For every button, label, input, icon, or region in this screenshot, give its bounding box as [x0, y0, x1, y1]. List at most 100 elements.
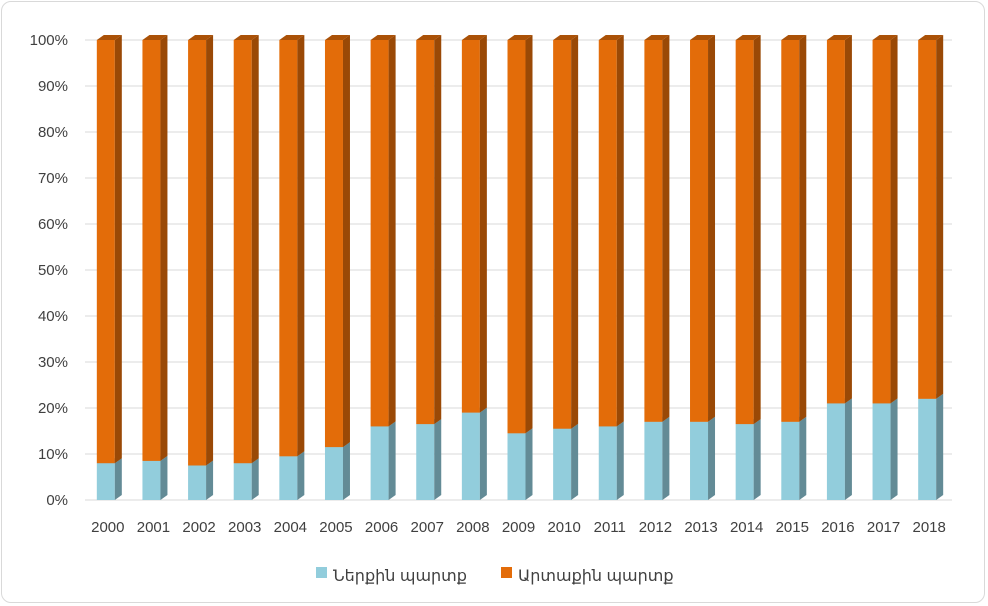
x-tick-label: 2010: [547, 519, 580, 536]
bar-segment: [872, 40, 891, 404]
bar-stack: [324, 35, 350, 500]
bar-segment: [644, 421, 663, 500]
x-axis-ticks: 2000 2001 2002 2003 2004 2005 2006 2007 2008 2009…: [91, 519, 946, 536]
bar-segment: [324, 40, 343, 448]
x-tick-label: 2011: [594, 519, 626, 536]
bar-segment: [507, 433, 526, 500]
bar-stack: [416, 35, 442, 500]
bar-side: [708, 35, 716, 422]
bar-stack: [690, 35, 716, 500]
bar-side: [525, 428, 533, 500]
bar-segment: [735, 40, 754, 425]
bar-top: [96, 35, 122, 40]
x-tick-label: 2012: [639, 519, 672, 536]
bar-side: [342, 35, 350, 448]
y-tick-label: 70%: [38, 170, 68, 187]
bar-segment: [279, 40, 298, 457]
bar-stack: [598, 35, 624, 500]
bar-side: [936, 393, 944, 500]
bar-side: [479, 407, 487, 500]
bar-side: [160, 35, 168, 461]
bar-stack: [142, 35, 168, 500]
bar-side: [753, 35, 761, 425]
bar-segment: [553, 428, 572, 500]
bar-side: [160, 455, 168, 500]
bar-segment: [96, 40, 115, 464]
bar-stack: [735, 35, 761, 500]
bar-side: [616, 35, 624, 427]
bar-stack: [781, 35, 807, 500]
bar-segment: [781, 40, 800, 422]
bar-segment: [370, 426, 389, 500]
y-tick-label: 100%: [30, 32, 68, 49]
bar-side: [662, 416, 670, 500]
x-tick-label: 2009: [502, 519, 535, 536]
bar-segment: [370, 40, 389, 427]
bar-top: [918, 35, 944, 40]
bar-side: [708, 416, 716, 500]
y-tick-label: 60%: [38, 216, 68, 233]
bar-segment: [690, 40, 709, 422]
bar-segment: [233, 463, 252, 500]
bar-segment: [279, 456, 298, 500]
bar-top: [598, 35, 624, 40]
legend-label-domestic: Ներքին պարտք: [333, 568, 467, 585]
bar-segment: [188, 465, 207, 500]
bar-top: [324, 35, 350, 40]
x-tick-label: 2004: [274, 519, 307, 536]
bar-stack: [96, 35, 122, 500]
x-tick-label: 2018: [912, 519, 945, 536]
bar-segment: [735, 424, 754, 500]
x-tick-label: 2014: [730, 519, 763, 536]
bar-segment: [416, 424, 435, 500]
bar-segment: [324, 447, 343, 500]
bar-side: [342, 442, 350, 500]
legend: Ներքին պարտք Արտաքին պարտք: [316, 567, 674, 585]
bar-side: [799, 416, 807, 500]
bar-top: [644, 35, 670, 40]
y-tick-label: 10%: [38, 446, 68, 463]
bar-segment: [690, 421, 709, 500]
x-tick-label: 2003: [228, 519, 261, 536]
bar-top: [370, 35, 396, 40]
bar-side: [297, 35, 305, 457]
x-tick-label: 2006: [365, 519, 398, 536]
bar-side: [251, 35, 259, 464]
bar-top: [826, 35, 852, 40]
bar-segment: [598, 40, 617, 427]
y-tick-label: 20%: [38, 400, 68, 417]
bar-stack: [370, 35, 396, 500]
bar-side: [251, 458, 259, 500]
bar-stack: [188, 35, 214, 500]
bar-top: [553, 35, 579, 40]
bar-stack: [826, 35, 852, 500]
bar-top: [735, 35, 761, 40]
bar-side: [388, 421, 396, 500]
bar-side: [434, 419, 442, 500]
legend-swatch-external: [501, 567, 512, 578]
x-tick-label: 2013: [684, 519, 717, 536]
bar-side: [525, 35, 533, 434]
bar-side: [206, 35, 214, 466]
bar-segment: [142, 460, 161, 500]
x-tick-label: 2017: [867, 519, 900, 536]
bar-segment: [872, 403, 891, 500]
bar-segment: [416, 40, 435, 425]
legend-swatch-domestic: [316, 567, 327, 578]
bar-side: [936, 35, 944, 399]
bar-top: [461, 35, 487, 40]
bar-segment: [96, 463, 115, 500]
bar-side: [388, 35, 396, 427]
bar-side: [297, 451, 305, 500]
y-tick-label: 50%: [38, 262, 68, 279]
bar-stack: [918, 35, 944, 500]
bar-top: [507, 35, 533, 40]
bar-segment: [826, 403, 845, 500]
bar-segment: [918, 398, 937, 500]
x-tick-label: 2002: [182, 519, 215, 536]
bar-stack: [644, 35, 670, 500]
bar-stack: [279, 35, 305, 500]
y-tick-label: 40%: [38, 308, 68, 325]
bar-side: [114, 35, 122, 464]
